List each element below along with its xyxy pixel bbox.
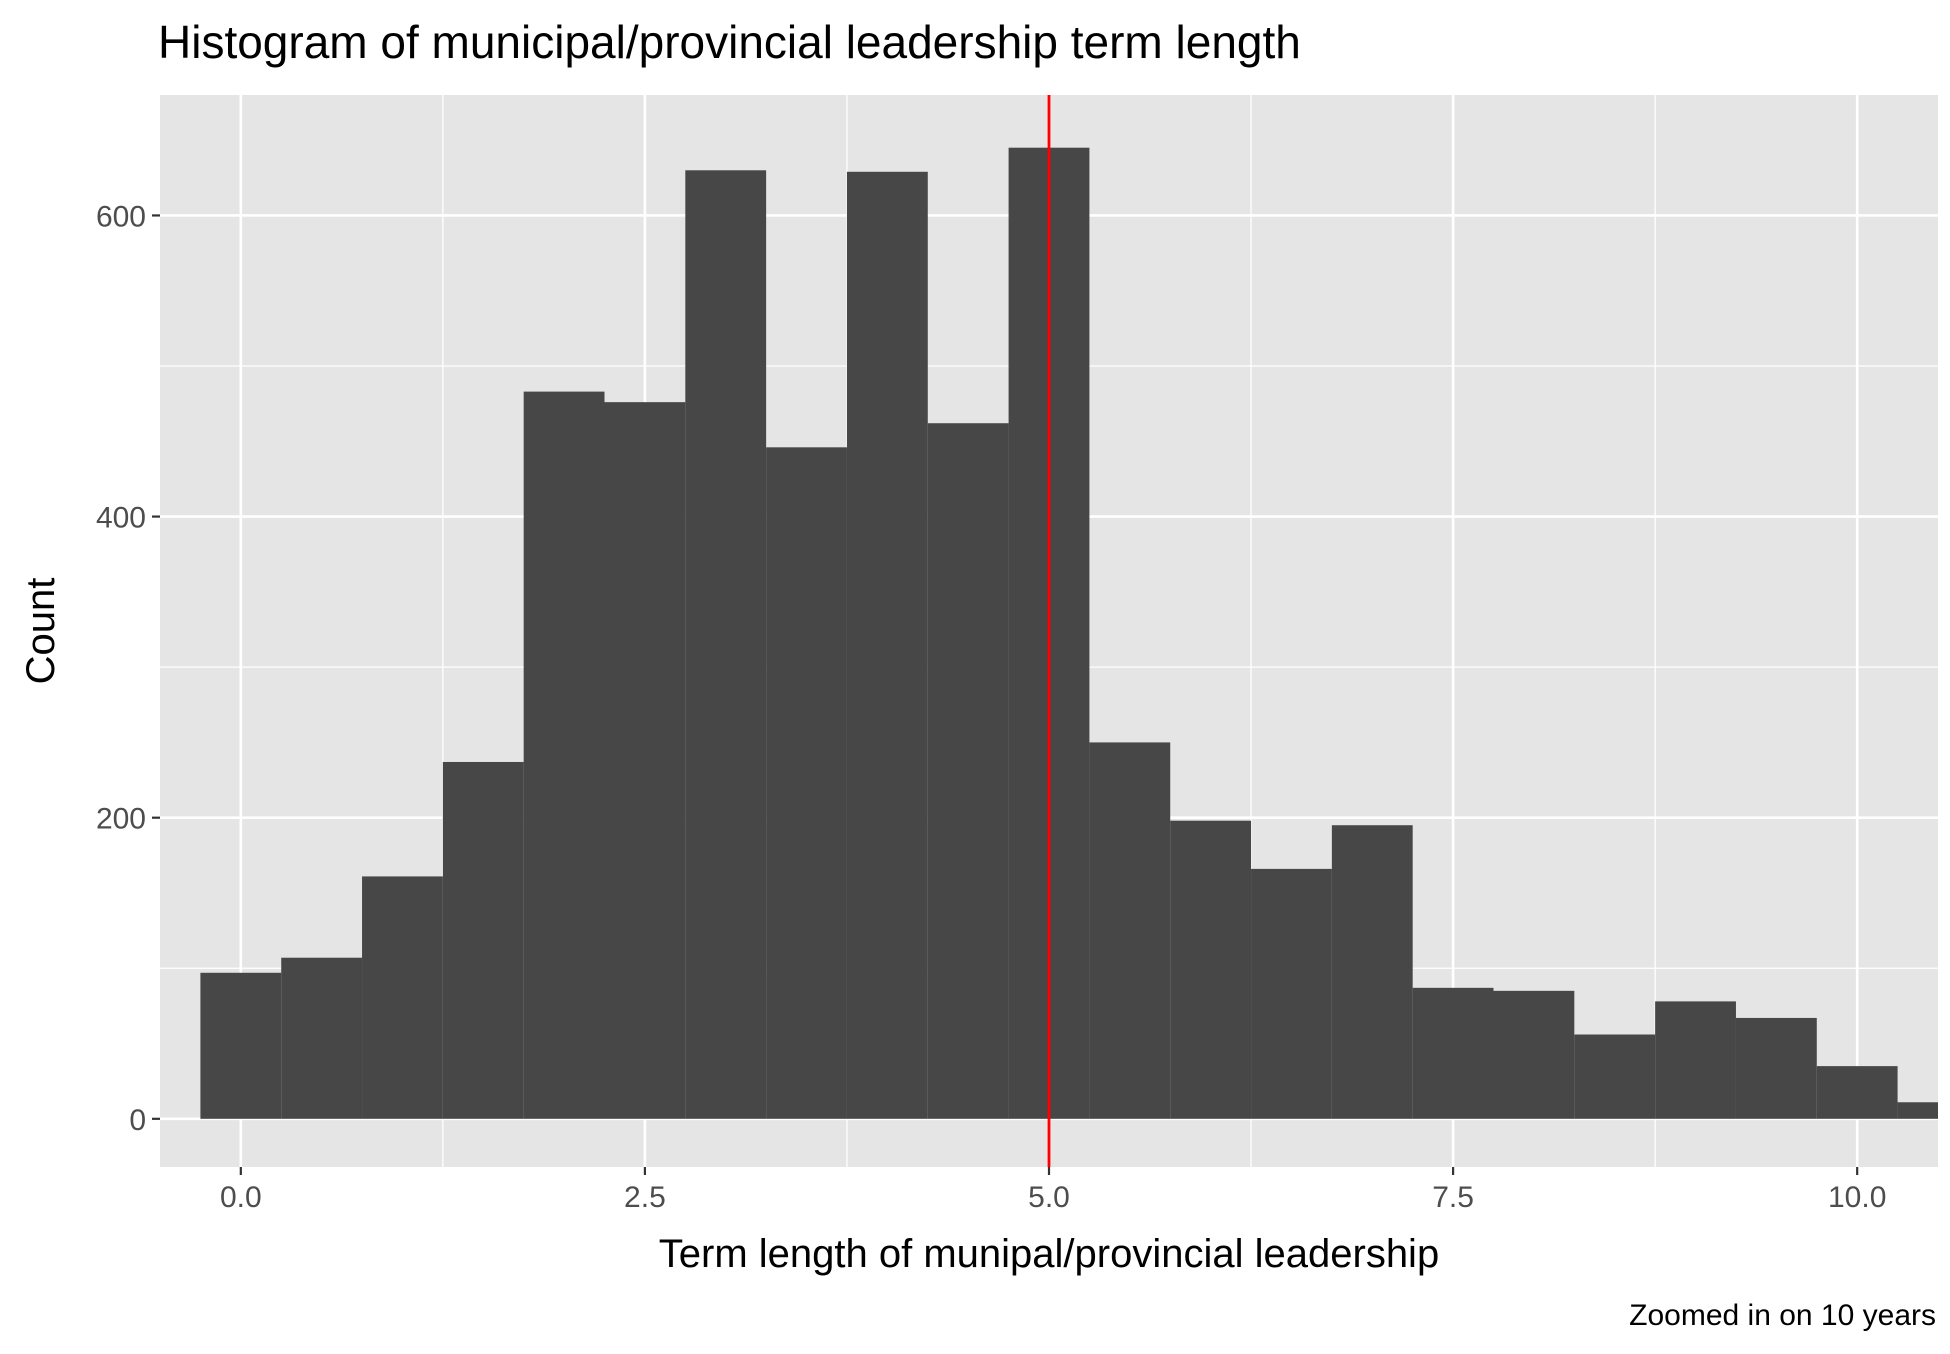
histogram-bar bbox=[766, 447, 847, 1119]
histogram-bar bbox=[442, 761, 524, 1119]
x-tick-label: 5.0 bbox=[1028, 1181, 1070, 1214]
histogram-bar bbox=[1816, 1066, 1898, 1119]
histogram-bar bbox=[1493, 990, 1575, 1119]
x-tick-label: 7.5 bbox=[1432, 1181, 1474, 1214]
histogram-bar bbox=[281, 957, 363, 1119]
histogram-bar bbox=[1412, 987, 1494, 1119]
histogram-bar bbox=[1897, 1102, 1938, 1119]
y-tick-label: 0 bbox=[129, 1104, 146, 1137]
chart-caption: Zoomed in on 10 years bbox=[1629, 1299, 1936, 1332]
y-tick-label: 600 bbox=[96, 200, 146, 233]
histogram-bar bbox=[1735, 1017, 1817, 1119]
y-tick-label: 200 bbox=[96, 803, 146, 836]
y-axis: 0 200 400 600 bbox=[96, 200, 160, 1137]
y-axis-title: Count bbox=[19, 578, 63, 685]
histogram-bar bbox=[523, 391, 605, 1119]
histogram-bar bbox=[1251, 868, 1332, 1119]
y-tick-label: 400 bbox=[96, 502, 146, 535]
histogram-bar bbox=[200, 972, 282, 1119]
x-tick-label: 0.0 bbox=[220, 1181, 262, 1214]
histogram-bar bbox=[927, 423, 1009, 1119]
histogram-bar bbox=[685, 170, 767, 1119]
histogram-bar bbox=[362, 876, 443, 1119]
histogram-bar bbox=[1331, 825, 1413, 1119]
histogram-bar bbox=[1170, 820, 1252, 1119]
histogram-bar bbox=[604, 402, 686, 1119]
histogram-bar bbox=[1655, 1001, 1736, 1119]
x-tick-label: 10.0 bbox=[1828, 1181, 1886, 1214]
histogram-bar bbox=[1574, 1034, 1656, 1119]
chart-title: Histogram of municipal/provincial leader… bbox=[158, 16, 1301, 68]
histogram-bar bbox=[1089, 742, 1171, 1119]
x-axis-title: Term length of munipal/provincial leader… bbox=[659, 1232, 1439, 1276]
x-tick-label: 2.5 bbox=[624, 1181, 666, 1214]
histogram-bars bbox=[200, 147, 1938, 1119]
x-axis: 0.0 2.5 5.0 7.5 10.0 bbox=[220, 1167, 1886, 1214]
histogram-bar bbox=[846, 171, 928, 1119]
